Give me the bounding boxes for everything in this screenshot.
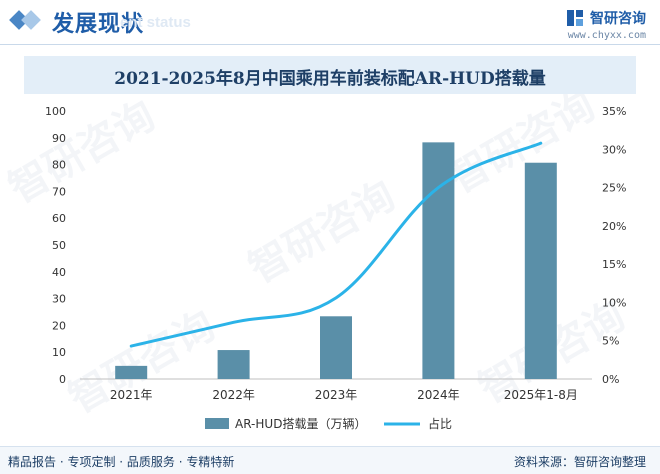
y-right-tick-label: 25% [602,182,626,195]
y-left-tick-label: 0 [59,373,66,386]
x-tick-label: 2021年 [110,388,153,402]
chart-title-band: 2021-2025年8月中国乘用车前装标配AR-HUD搭载量 [24,56,636,94]
y-left-tick-label: 20 [52,319,66,332]
y-left-tick-label: 10 [52,346,66,359]
section-subtitle: ent status [120,14,191,31]
y-left-tick-label: 70 [52,185,66,198]
y-right-tick-label: 10% [602,296,626,309]
y-left-tick-label: 30 [52,293,66,306]
series-line [129,141,543,348]
y-right-tick-label: 35% [602,105,626,118]
y-right-tick-label: 30% [602,143,626,156]
y-right-tick-label: 15% [602,258,626,271]
bar [115,365,148,379]
header-divider [0,44,660,45]
legend-swatch-bar [205,418,229,429]
footer-source: 资料来源：智研咨询整理 [513,455,646,469]
y-right-tick-label: 20% [602,220,626,233]
y-left-tick-label: 90 [52,132,66,145]
y-right-tick-label: 5% [602,335,619,348]
y-left-tick-label: 100 [45,105,66,118]
brand-icon [567,10,583,26]
legend-label-line: 占比 [428,416,452,431]
brand-name: 智研咨询 [590,11,646,27]
y-left-tick-label: 80 [52,159,66,172]
y-left-tick-label: 40 [52,266,66,279]
combo-chart: 0 10 20 30 40 50 60 70 80 90 100 0% 5% 10% 15% 20% 25% 30… [45,105,626,431]
x-tick-label: 2025年1-8月 [504,388,578,402]
section-title: 发展现状 [52,11,145,37]
bar [217,350,250,379]
x-tick-label: 2022年 [212,388,255,402]
bar [422,142,455,379]
footer: 精品报告 · 专项定制 · 品质服务 · 专精特新 资料来源：智研咨询整理 [0,446,660,474]
brand-logo: 智研咨询 [566,8,646,28]
footer-tagline: 精品报告 · 专项定制 · 品质服务 · 专精特新 [8,455,235,469]
bar [320,316,352,379]
brand-url: www.chyxx.com [567,30,646,41]
x-tick-label: 2024年 [417,388,460,402]
y-left-tick-label: 50 [52,239,66,252]
section-header: 发展现状 ent status 智研咨询 www.chyxx.com [0,0,660,44]
x-tick-label: 2023年 [315,388,358,402]
chart-title: 2021-2025年8月中国乘用车前装标配AR-HUD搭载量 [114,69,546,89]
legend-label-bar: AR-HUD搭载量（万辆） [235,417,366,431]
y-right-tick-label: 0% [602,373,619,386]
bar [524,162,557,379]
y-left-tick-label: 60 [52,212,66,225]
